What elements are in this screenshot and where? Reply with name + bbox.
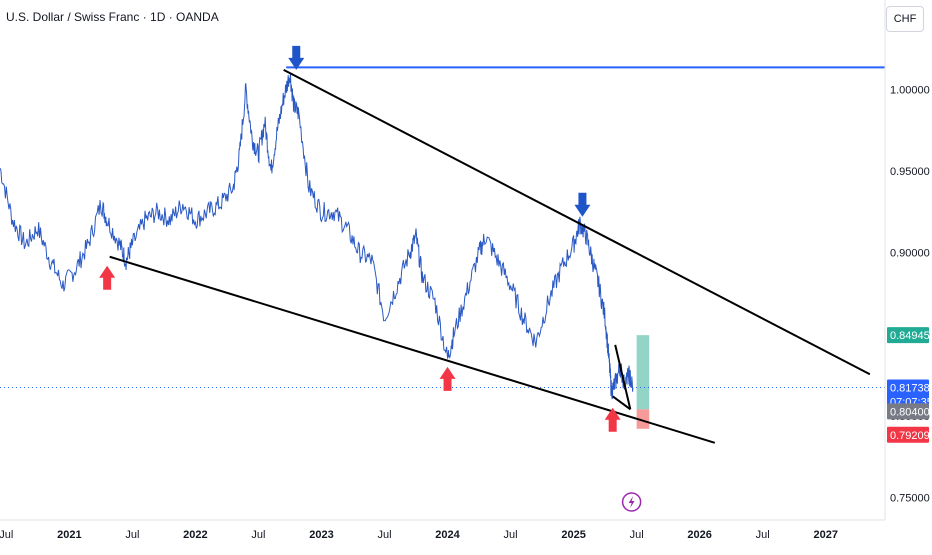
arrow-up-icon <box>99 265 116 290</box>
x-tick-label: 2024 <box>435 529 460 541</box>
trendline-4 <box>612 395 631 411</box>
trendline-2 <box>109 255 716 444</box>
x-tick-label: Jul <box>125 529 139 541</box>
arrow-up-icon <box>439 366 456 391</box>
x-tick-label: Jul <box>756 529 770 541</box>
x-axis: Jul 2021 Jul 2022 Jul 2023 Jul 2024 Jul 2025 Jul 20… <box>0 519 885 541</box>
x-tick-label: Jul <box>630 529 644 541</box>
arrow-down-icon <box>288 45 305 70</box>
trendline-3 <box>614 344 632 410</box>
profit-zone <box>636 335 650 410</box>
y-tick-label: 0.95000 <box>890 166 930 178</box>
entry-price-label-bg <box>887 403 929 420</box>
x-tick-label: 2027 <box>814 529 838 541</box>
last-price-badge <box>887 379 929 410</box>
y-tick-label: 1.00000 <box>890 84 930 96</box>
last-price-label: 0.81738 <box>890 383 930 395</box>
trendline-1 <box>283 68 871 376</box>
y-tick-label: 0.75000 <box>890 492 930 504</box>
currency-button[interactable]: CHF <box>886 6 924 32</box>
arrow-down-icon <box>574 192 591 217</box>
price-series-line <box>0 73 634 400</box>
x-tick-label: 2023 <box>309 529 333 541</box>
x-tick-label: 2025 <box>561 529 585 541</box>
lightning-icon <box>628 496 635 508</box>
x-tick-label: Jul <box>504 529 518 541</box>
chart-title: U.S. Dollar / Swiss Franc · 1D · OANDA <box>6 10 219 24</box>
x-tick-label: Jul <box>377 529 391 541</box>
x-tick-label: Jul <box>0 529 13 541</box>
plot-layer <box>0 45 885 512</box>
arrow-up-icon <box>604 407 621 432</box>
x-tick-label: Jul <box>251 529 265 541</box>
target-price-label-bg <box>887 327 929 344</box>
target-price-label: 0.84945 <box>890 330 930 342</box>
x-tick-label: 2022 <box>183 529 207 541</box>
stop-price-label-bg <box>887 426 929 443</box>
x-tick-label: 2026 <box>687 529 711 541</box>
entry-price-label: 0.80400 <box>890 406 930 418</box>
y-tick-label: 0.90000 <box>890 248 930 260</box>
x-tick-label: 2021 <box>57 529 81 541</box>
loss-zone <box>636 409 650 429</box>
stop-price-label: 0.79209 <box>890 430 930 442</box>
